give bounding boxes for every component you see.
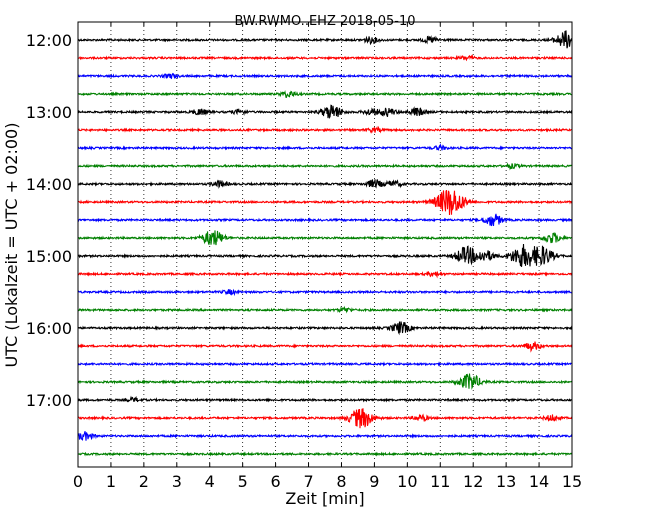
- x-tick-label: 5: [238, 472, 248, 491]
- trace-row-1545: [77, 305, 573, 314]
- y-tick-label: 17:00: [26, 391, 72, 410]
- x-tick-label: 0: [73, 472, 83, 491]
- x-tick-label: 4: [205, 472, 215, 491]
- plot-frame: [77, 21, 573, 468]
- trace-row-1215: [77, 54, 573, 62]
- x-tick-label: 1: [106, 472, 116, 491]
- x-tick-label: 2: [139, 472, 149, 491]
- trace-row-1645: [77, 373, 573, 390]
- trace-row-1630: [77, 361, 573, 367]
- x-tick-label: 3: [172, 472, 182, 491]
- x-tick-label: 10: [397, 472, 417, 491]
- x-tick-label: 14: [529, 472, 549, 491]
- trace-row-1745: [77, 451, 573, 457]
- trace-row-1230: [77, 72, 573, 80]
- y-axis-label: UTC (Lokalzeit = UTC + 02:00): [2, 123, 21, 368]
- traces: [77, 30, 573, 457]
- trace-row-1530: [77, 288, 573, 297]
- trace-row-1200: [77, 30, 573, 49]
- y-tick-label: 14:00: [26, 175, 72, 194]
- trace-row-1430: [77, 213, 573, 227]
- x-tick-label: 12: [463, 472, 483, 491]
- trace-row-1600: [77, 321, 573, 336]
- trace-row-1715: [77, 408, 573, 429]
- x-tick-label: 11: [430, 472, 450, 491]
- y-tick-label: 13:00: [26, 103, 72, 122]
- trace-row-1345: [77, 162, 573, 171]
- y-axis: 12:00 13:00 14:00 15:00 16:00 17:00: [26, 31, 572, 410]
- trace-row-1515: [77, 270, 573, 279]
- trace-row-1315: [77, 125, 573, 134]
- y-tick-label: 12:00: [26, 31, 72, 50]
- trace-row-1700: [77, 395, 573, 403]
- trace-row-1330: [77, 143, 573, 151]
- x-tick-label: 7: [303, 472, 313, 491]
- trace-row-1500: [77, 243, 573, 267]
- trace-row-1445: [77, 230, 573, 246]
- trace-row-1400: [77, 179, 573, 189]
- x-axis-label: Zeit [min]: [285, 489, 364, 508]
- x-tick-label: 15: [562, 472, 582, 491]
- trace-row-1615: [77, 341, 573, 353]
- trace-row-1300: [77, 104, 573, 120]
- x-axis: 0 1 2 3 4 5 6 7 8 9 10 11 12 13 14 15: [73, 22, 582, 491]
- trace-row-1730: [77, 431, 573, 441]
- x-tick-label: 9: [369, 472, 379, 491]
- x-tick-label: 13: [496, 472, 516, 491]
- x-tick-label: 8: [336, 472, 346, 491]
- trace-row-1245: [77, 89, 573, 98]
- y-tick-label: 15:00: [26, 247, 72, 266]
- y-tick-label: 16:00: [26, 319, 72, 338]
- x-tick-label: 6: [271, 472, 281, 491]
- trace-row-1415: [77, 190, 573, 215]
